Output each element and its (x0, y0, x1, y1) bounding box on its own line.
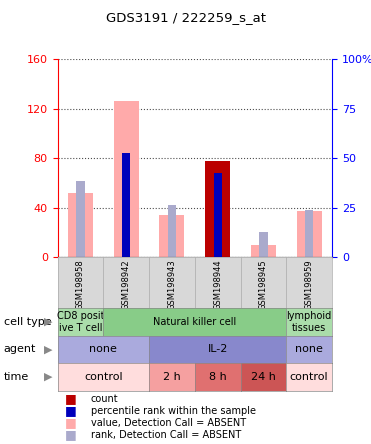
Text: control: control (290, 372, 328, 382)
Bar (76, 181, 85, 257)
Bar (296, 211, 322, 257)
Text: count: count (91, 394, 118, 404)
Text: ▶: ▶ (44, 372, 52, 382)
Text: lymphoid
tissues: lymphoid tissues (286, 311, 332, 333)
Text: GSM198959: GSM198959 (305, 260, 313, 310)
Text: GSM198944: GSM198944 (213, 260, 222, 310)
Bar (122, 153, 130, 257)
Bar (305, 210, 313, 257)
Text: IL-2: IL-2 (207, 345, 228, 354)
Text: GSM198943: GSM198943 (167, 260, 176, 310)
Bar (68, 193, 93, 257)
Bar (159, 215, 184, 257)
Text: 24 h: 24 h (251, 372, 276, 382)
Text: CD8 posit
ive T cell: CD8 posit ive T cell (57, 311, 104, 333)
Text: ■: ■ (65, 428, 77, 441)
Text: 2 h: 2 h (163, 372, 181, 382)
Text: agent: agent (4, 345, 36, 354)
Text: value, Detection Call = ABSENT: value, Detection Call = ABSENT (91, 418, 246, 428)
Text: cell type: cell type (4, 317, 51, 327)
Text: time: time (4, 372, 29, 382)
Text: rank, Detection Call = ABSENT: rank, Detection Call = ABSENT (91, 430, 241, 440)
Text: control: control (84, 372, 122, 382)
Text: ▶: ▶ (44, 317, 52, 327)
Text: GSM198945: GSM198945 (259, 260, 268, 310)
Bar (214, 173, 222, 257)
Text: ▶: ▶ (44, 345, 52, 354)
Bar (259, 232, 267, 257)
Text: 8 h: 8 h (209, 372, 227, 382)
Text: none: none (295, 345, 323, 354)
Text: none: none (89, 345, 117, 354)
Text: ■: ■ (65, 392, 77, 405)
Text: ■: ■ (65, 416, 77, 429)
Text: ■: ■ (65, 404, 77, 417)
Bar (168, 205, 176, 257)
Text: Natural killer cell: Natural killer cell (153, 317, 236, 327)
Text: GSM198942: GSM198942 (122, 260, 131, 310)
Text: GSM198958: GSM198958 (76, 260, 85, 310)
Text: GDS3191 / 222259_s_at: GDS3191 / 222259_s_at (105, 11, 266, 24)
Bar (114, 102, 139, 257)
Text: percentile rank within the sample: percentile rank within the sample (91, 406, 256, 416)
Bar (205, 161, 230, 257)
Bar (251, 245, 276, 257)
